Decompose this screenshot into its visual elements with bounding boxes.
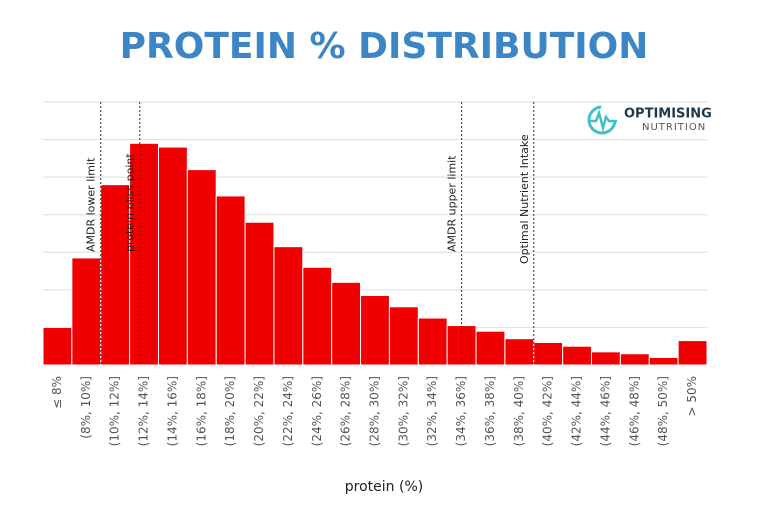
x-tick-label: (26%, 28%] — [339, 376, 353, 446]
x-tick-label: (42%, 44%] — [570, 376, 584, 446]
bar — [677, 340, 708, 366]
annotation-label: Optimal Nutrient Intake — [518, 134, 531, 264]
bar — [504, 338, 535, 366]
bar — [42, 326, 73, 366]
logo-text: OPTIMISING — [624, 107, 712, 122]
bar — [562, 345, 593, 366]
x-tick-label: (36%, 38%] — [483, 376, 497, 446]
x-tick-label: (8%, 10%] — [79, 376, 93, 439]
x-tick-label: (38%, 40%] — [512, 376, 526, 446]
bar — [215, 195, 246, 366]
bar — [157, 146, 188, 366]
x-tick-label: (22%, 24%] — [281, 376, 295, 446]
x-tick-label: (46%, 48%] — [627, 376, 641, 446]
logo-pulse — [588, 108, 617, 133]
bar — [244, 221, 275, 366]
x-tick-label: (20%, 22%] — [252, 376, 266, 446]
x-tick-label: (18%, 20%] — [223, 376, 237, 446]
bar — [591, 351, 621, 366]
logo-text: NUTRITION — [642, 122, 706, 133]
bar — [388, 306, 419, 366]
x-tick-label: (34%, 36%] — [454, 376, 468, 446]
chart-title: PROTEIN % DISTRIBUTION — [120, 26, 649, 67]
bar — [302, 266, 333, 366]
bar — [619, 353, 650, 366]
x-tick-label: (12%, 14%] — [137, 376, 151, 446]
x-tick-label: > 50% — [685, 376, 699, 417]
bar — [129, 142, 159, 366]
x-tick-label: (28%, 30%] — [368, 376, 382, 446]
annotation-label: protein bliss point — [124, 153, 137, 252]
annotation-label: AMDR upper limit — [446, 155, 459, 252]
bar — [331, 281, 362, 366]
x-tick-label: ≤ 8% — [50, 376, 64, 409]
bar — [360, 294, 390, 366]
bar — [71, 257, 102, 366]
bar — [417, 317, 448, 366]
x-tick-label: (24%, 26%] — [310, 376, 324, 446]
x-tick-label: (30%, 32%] — [396, 376, 410, 446]
x-tick-label: (16%, 18%] — [194, 376, 208, 446]
bar — [533, 341, 564, 366]
bar — [273, 246, 304, 366]
bar — [186, 169, 217, 366]
x-axis-label: protein (%) — [345, 479, 423, 495]
x-tick-label: (44%, 46%] — [598, 376, 612, 446]
x-tick-label: (14%, 16%] — [165, 376, 179, 446]
x-tick-label: (40%, 42%] — [541, 376, 555, 446]
logo: OPTIMISING NUTRITION — [587, 105, 712, 135]
x-tick-label: (48%, 50%] — [656, 376, 670, 446]
bar — [648, 356, 679, 366]
x-tick-label: (32%, 34%] — [425, 376, 439, 446]
x-tick-label: (10%, 12%] — [108, 376, 122, 446]
bar — [475, 330, 506, 366]
annotation-label: AMDR lower limit — [85, 157, 98, 252]
